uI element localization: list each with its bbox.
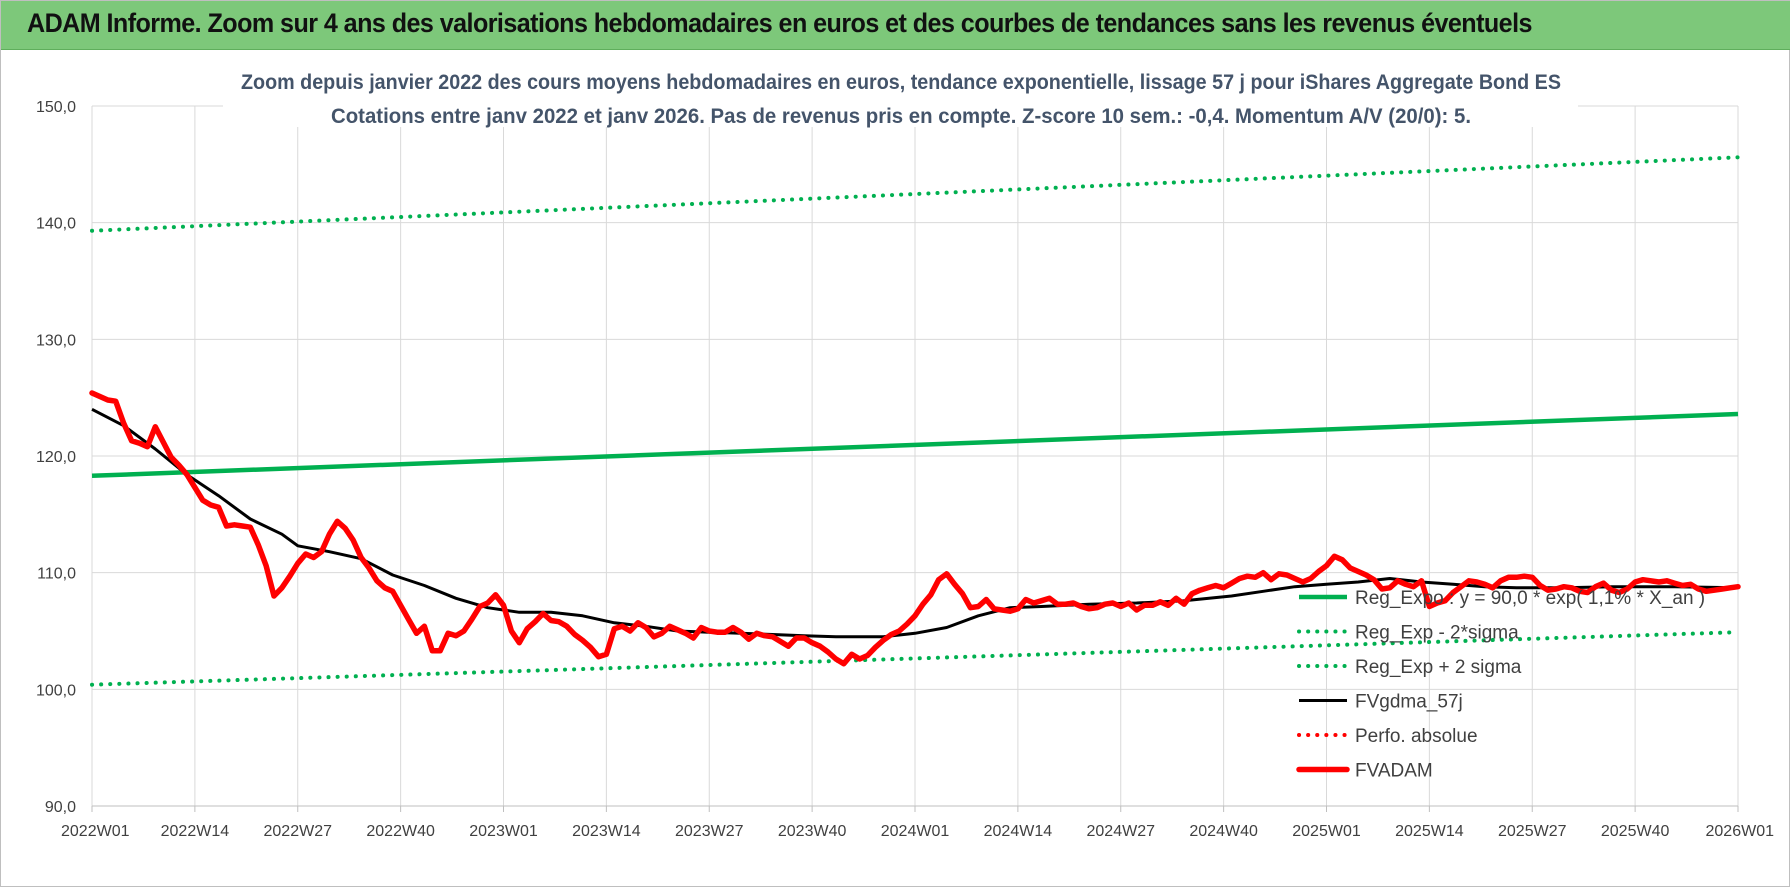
legend-label-3: FVgdma_57j (1355, 692, 1463, 713)
x-tick-label: 2023W27 (675, 823, 744, 840)
series-layer (89, 155, 1741, 687)
y-tick-label: 130,0 (36, 332, 76, 349)
chart-subtitle: Cotations entre janv 2022 et janv 2026. … (331, 105, 1471, 128)
y-tick-label: 90,0 (45, 799, 76, 816)
series-line-1 (90, 630, 1740, 687)
x-tick-label: 2024W01 (881, 823, 950, 840)
y-tick-label: 140,0 (36, 216, 76, 233)
x-tick-label: 2024W40 (1189, 823, 1258, 840)
x-axis: 2022W01 2022W14 2022W27 2022W40 2023W01 2023W… (61, 823, 1774, 840)
legend-label-2: Reg_Exp + 2 sigma (1355, 657, 1522, 678)
y-tick-label: 120,0 (36, 449, 76, 466)
legend-label-0: Reg_Expo : y = 90,0 * exp( 1,1% * X_an ) (1355, 588, 1705, 609)
chart: 150,0 140,0 130,0 120,0 110,0 100,0 90,0 2022W… (36, 63, 1774, 840)
x-tick-label: 2022W01 (61, 823, 130, 840)
legend-label-4: Perfo. absolue (1355, 726, 1478, 747)
x-tick-label: 2022W27 (264, 823, 333, 840)
x-tick-label: 2023W40 (778, 823, 847, 840)
chart-grid (91, 105, 1739, 812)
y-axis: 150,0 140,0 130,0 120,0 110,0 100,0 90,0 (36, 99, 76, 816)
x-tick-label: 2023W01 (469, 823, 538, 840)
x-tick-label: 2022W14 (161, 823, 230, 840)
x-tick-label: 2026W01 (1706, 823, 1775, 840)
series-line-5 (89, 390, 1741, 667)
chart-title: Zoom depuis janvier 2022 des cours moyen… (241, 71, 1561, 94)
x-tick-label: 2025W01 (1292, 823, 1361, 840)
y-tick-label: 100,0 (36, 682, 76, 699)
y-tick-label: 150,0 (36, 99, 76, 116)
report-banner: ADAM Informe. Zoom sur 4 ans des valoris… (1, 1, 1790, 50)
x-tick-label: 2025W27 (1498, 823, 1567, 840)
x-tick-label: 2025W14 (1395, 823, 1464, 840)
chart-titles: Zoom depuis janvier 2022 des cours moyen… (223, 63, 1578, 128)
x-tick-label: 2023W14 (572, 823, 641, 840)
series-line-0 (91, 411, 1739, 479)
x-tick-label: 2024W14 (984, 823, 1053, 840)
report-title: ADAM Informe. Zoom sur 4 ans des valoris… (27, 8, 1532, 38)
legend-label-5: FVADAM (1355, 761, 1433, 782)
x-tick-label: 2022W40 (366, 823, 435, 840)
x-tick-label: 2024W27 (1087, 823, 1156, 840)
x-tick-label: 2025W40 (1601, 823, 1670, 840)
chart-legend: Reg_Expo : y = 90,0 * exp( 1,1% * X_an )… (1296, 588, 1705, 782)
series-line-2 (90, 155, 1740, 233)
y-tick-label: 110,0 (37, 566, 76, 583)
legend-label-1: Reg_Exp - 2*sigma (1355, 623, 1519, 644)
